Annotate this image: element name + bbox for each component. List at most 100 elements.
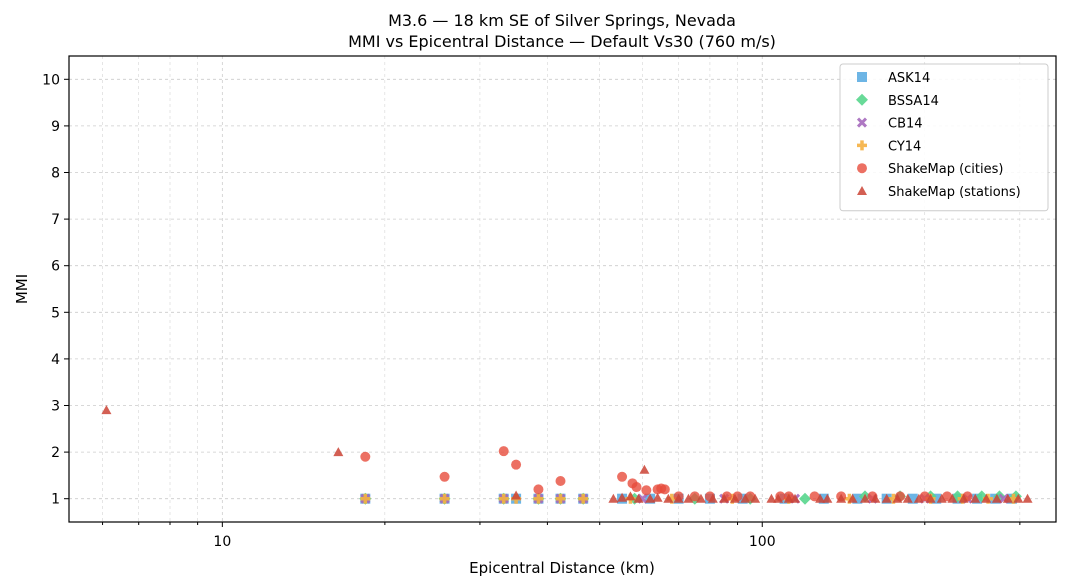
x-axis-label: Epicentral Distance (km) xyxy=(469,559,655,577)
legend-marker xyxy=(856,93,868,106)
data-point xyxy=(809,491,820,502)
data-point xyxy=(683,493,694,503)
data-point xyxy=(892,493,903,503)
legend-label: ASK14 xyxy=(888,71,930,86)
data-point xyxy=(740,493,751,503)
data-point xyxy=(663,493,674,503)
data-point xyxy=(511,490,522,500)
chart-subtitle: MMI vs Epicentral Distance — Default Vs3… xyxy=(348,32,776,51)
data-point xyxy=(631,482,642,493)
data-point xyxy=(533,484,544,495)
data-point xyxy=(360,451,371,462)
legend-label: CB14 xyxy=(888,117,923,132)
data-point xyxy=(881,493,892,503)
data-point xyxy=(533,493,544,504)
data-point xyxy=(498,446,509,457)
data-point xyxy=(936,493,947,503)
y-tick-label: 1 xyxy=(51,492,60,508)
plot-frame xyxy=(68,55,1057,523)
data-point xyxy=(799,492,812,505)
data-point xyxy=(860,493,871,503)
data-point xyxy=(750,493,761,503)
data-point xyxy=(836,493,847,503)
data-point xyxy=(689,491,700,502)
data-point xyxy=(673,493,684,503)
data-point xyxy=(907,493,918,504)
data-point xyxy=(608,493,619,503)
data-point xyxy=(931,493,942,504)
data-point xyxy=(847,493,858,503)
data-point xyxy=(947,493,958,503)
y-tick-label: 8 xyxy=(51,166,60,182)
data-point xyxy=(958,493,969,503)
data-point xyxy=(617,471,628,482)
data-point xyxy=(790,493,801,503)
data-point xyxy=(641,485,652,496)
legend-marker xyxy=(857,186,867,195)
data-point xyxy=(645,493,656,503)
data-point xyxy=(625,491,636,501)
data-point xyxy=(333,447,344,457)
data-point xyxy=(991,493,1002,503)
data-point xyxy=(773,493,784,503)
data-point xyxy=(1002,493,1013,503)
legend-marker xyxy=(857,140,867,151)
data-point xyxy=(639,464,650,474)
legend-marker xyxy=(857,163,867,174)
data-point xyxy=(852,493,863,504)
data-point xyxy=(617,492,628,502)
data-point xyxy=(659,484,670,495)
data-point xyxy=(707,493,718,503)
data-point xyxy=(652,492,663,502)
y-tick-label: 3 xyxy=(51,399,60,415)
y-tick-label: 9 xyxy=(51,119,60,135)
axis-ticks: 10 100 1 2 3 4 5 6 7 8 9 10 xyxy=(42,72,1021,550)
data-point xyxy=(511,459,522,470)
data-point xyxy=(870,493,881,503)
y-tick-label: 7 xyxy=(51,212,60,228)
series-5 xyxy=(101,405,1033,503)
data-point xyxy=(695,493,706,503)
data-point xyxy=(1013,493,1024,503)
legend-label: BSSA14 xyxy=(888,94,939,109)
legend-label: CY14 xyxy=(888,139,921,154)
data-points xyxy=(101,405,1033,505)
y-tick-label: 5 xyxy=(51,305,60,321)
data-point xyxy=(902,493,913,503)
x-tick-label: 100 xyxy=(749,534,776,550)
legend: ASK14 BSSA14 CB14 CY14 ShakeMap (cities) Shak… xyxy=(839,63,1049,212)
legend-marker xyxy=(857,72,867,82)
data-point xyxy=(555,493,566,504)
y-axis-label: MMI xyxy=(13,274,31,304)
data-point xyxy=(1022,493,1033,503)
data-point xyxy=(919,491,930,502)
legend-label: ShakeMap (cities) xyxy=(888,162,1003,177)
data-point xyxy=(981,493,992,503)
legend-label: ShakeMap (stations) xyxy=(888,185,1021,200)
data-point xyxy=(498,493,509,504)
data-point xyxy=(360,493,371,504)
data-point xyxy=(439,471,450,482)
data-point xyxy=(970,493,981,503)
legend-box xyxy=(839,63,1049,212)
data-point xyxy=(719,493,730,503)
data-point xyxy=(633,493,644,503)
data-point xyxy=(766,493,777,503)
data-point xyxy=(101,405,112,415)
data-point xyxy=(578,493,589,504)
chart-title: M3.6 — 18 km SE of Silver Springs, Nevad… xyxy=(388,11,736,30)
y-tick-label: 2 xyxy=(51,445,60,461)
y-tick-label: 4 xyxy=(51,352,60,368)
data-point xyxy=(439,493,450,504)
data-point xyxy=(818,493,829,504)
data-point xyxy=(822,493,833,503)
data-point xyxy=(729,493,740,503)
x-tick-label: 10 xyxy=(213,534,231,550)
y-tick-label: 10 xyxy=(42,72,60,88)
legend-marker xyxy=(856,117,868,128)
data-point xyxy=(555,475,566,486)
y-tick-label: 6 xyxy=(51,259,60,275)
data-point xyxy=(925,493,936,503)
data-point xyxy=(815,493,826,503)
